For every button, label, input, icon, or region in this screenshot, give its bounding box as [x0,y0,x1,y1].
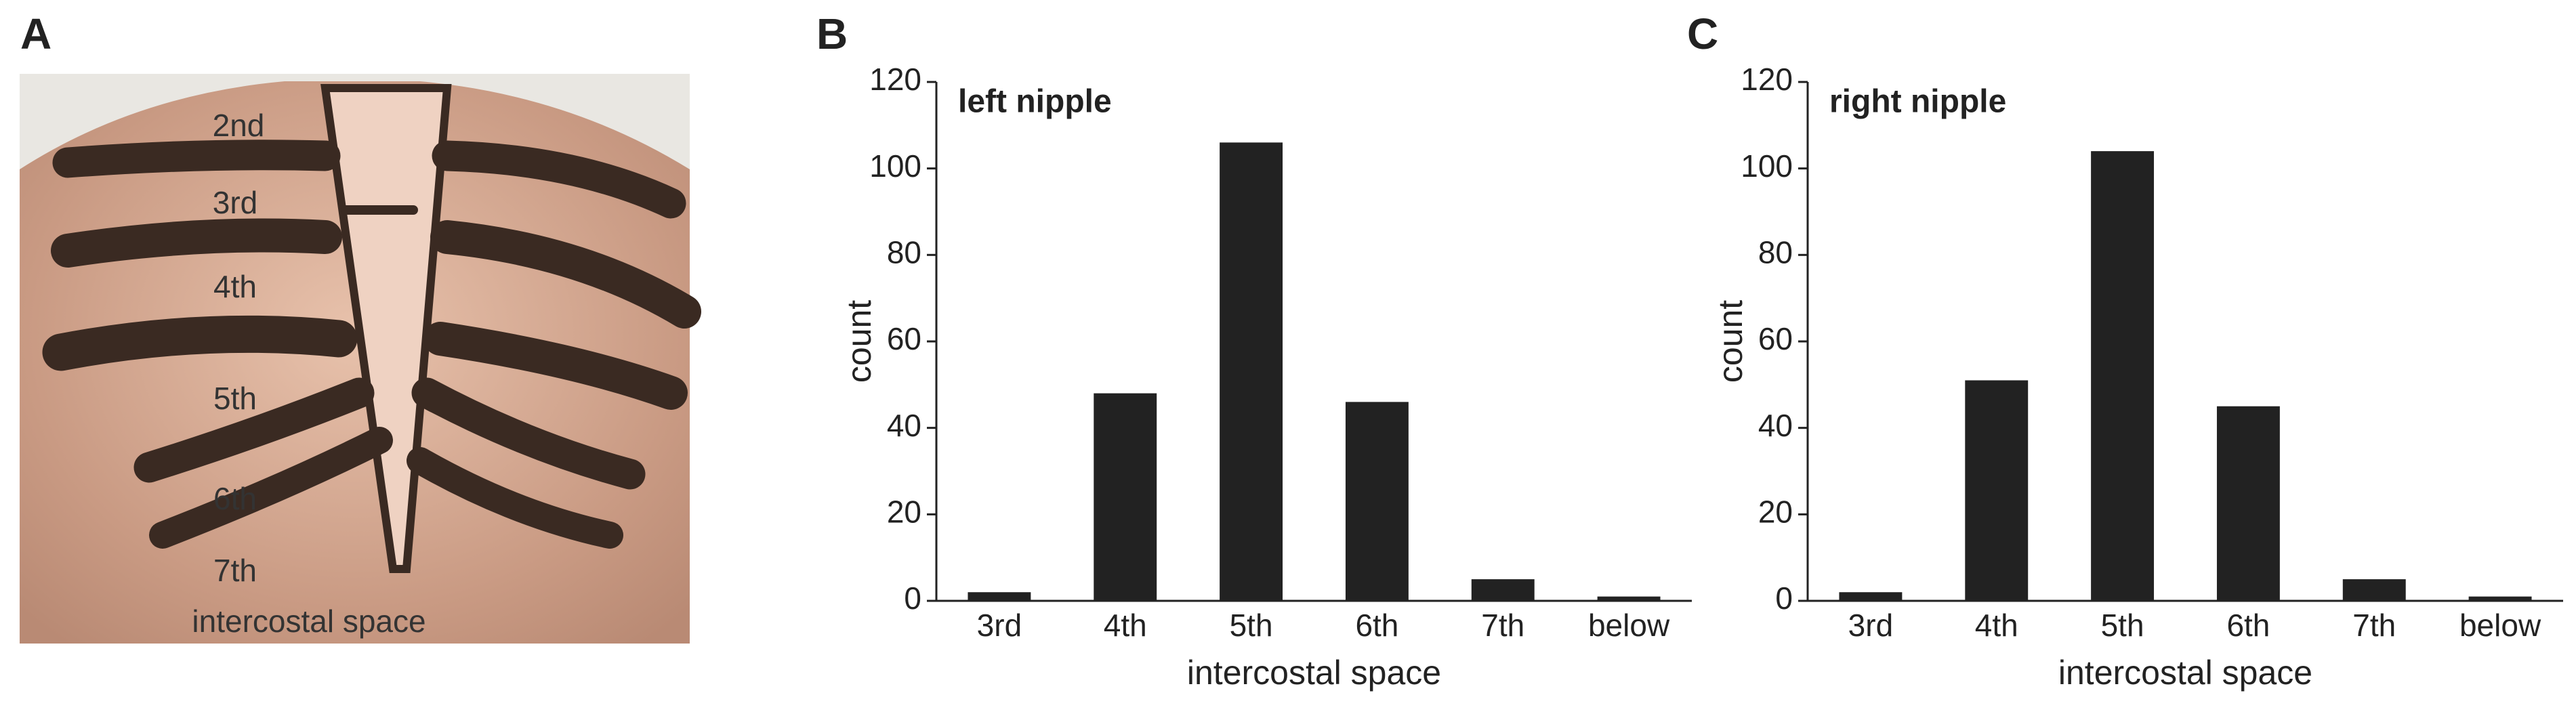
x-tick-label: 7th [1481,608,1524,643]
panel-labels: A B C [20,9,1718,58]
x-tick-label: 3rd [977,608,1022,643]
photo-label: intercostal space [192,604,425,639]
y-tick-label: 0 [904,581,921,616]
bar [1471,579,1535,601]
x-tick-label: 7th [2352,608,2396,643]
y-tick-label: 120 [1741,62,1793,97]
rib-markings [42,140,701,549]
bar [2216,406,2280,601]
y-tick-label: 40 [1758,408,1793,443]
bar [1094,393,1157,601]
x-tick-label: 5th [1230,608,1273,643]
y-tick-label: 60 [1758,321,1793,356]
photo-label: 5th [213,381,257,416]
y-tick-label: 20 [1758,494,1793,529]
panel-label: A [20,9,51,58]
bar [1220,142,1283,601]
y-axis-title: count [1711,300,1749,383]
chart: 0 20 40 60 80 100 120 3rd 4th 5th 6th 7th below left … [840,62,1692,692]
photo-labels: 2nd 3rd 4th 5th 6th 7th intercostal space [192,108,425,639]
photo-label: 3rd [213,185,257,220]
y-tick-label: 120 [869,62,921,97]
photo-label: 4th [213,269,257,304]
bar [2468,596,2532,601]
x-tick-label: 5th [2101,608,2144,643]
bar [2342,579,2406,601]
y-tick-label: 80 [1758,234,1793,270]
x-axis-title: intercostal space [1187,654,1441,692]
x-axis-title: intercostal space [2058,654,2312,692]
y-tick-label: 80 [887,234,921,270]
photo-label: 6th [213,481,257,516]
y-tick-label: 20 [887,494,921,529]
bar [1345,402,1409,601]
x-tick-label: 6th [1355,608,1398,643]
x-tick-label: 3rd [1848,608,1893,643]
bar [1965,380,2029,601]
panel-label: B [816,9,848,58]
y-tick-label: 100 [1741,148,1793,184]
x-tick-label: 4th [1104,608,1147,643]
x-tick-label: 4th [1975,608,2018,643]
bar [1839,592,1903,601]
plot-title: right nipple [1829,84,2006,120]
x-tick-label: 6th [2226,608,2270,643]
charts: 0 20 40 60 80 100 120 3rd 4th 5th 6th 7th below left … [840,62,2563,692]
photo-label: 2nd [213,108,265,143]
plot-title: left nipple [958,84,1112,120]
panel-label: C [1687,9,1718,58]
photo: 2nd 3rd 4th 5th 6th 7th intercostal space [20,74,701,644]
bar [2091,151,2155,602]
y-tick-label: 60 [887,321,921,356]
y-tick-label: 40 [887,408,921,443]
x-tick-label: below [1588,608,1670,643]
y-tick-label: 0 [1775,581,1793,616]
x-tick-label: below [2459,608,2541,643]
photo-label: 7th [213,553,257,588]
chart: 0 20 40 60 80 100 120 3rd 4th 5th 6th 7th below right… [1711,62,2563,692]
bar [1597,596,1661,601]
bar [968,592,1031,601]
y-axis-title: count [840,300,878,383]
y-tick-label: 100 [869,148,921,184]
